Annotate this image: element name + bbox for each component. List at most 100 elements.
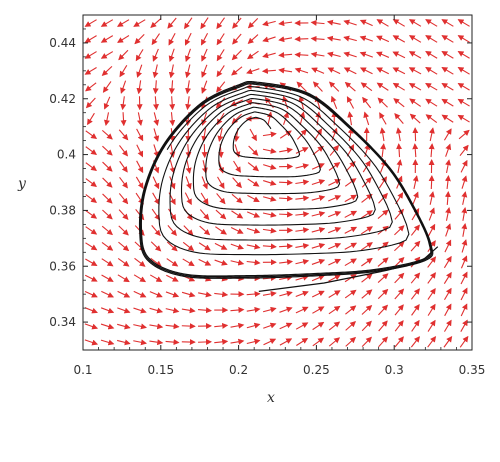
y-tick-label: 0.34 bbox=[49, 315, 76, 329]
field-arrow bbox=[282, 95, 289, 110]
field-arrow bbox=[136, 160, 144, 174]
field-arrow bbox=[343, 35, 357, 42]
field-arrow bbox=[84, 51, 97, 59]
field-arrow bbox=[100, 51, 114, 59]
field-arrow bbox=[295, 290, 309, 297]
field-arrow bbox=[376, 67, 389, 75]
field-arrow bbox=[360, 226, 373, 235]
field-arrow bbox=[216, 81, 226, 93]
field-arrow bbox=[295, 211, 310, 218]
field-arrow bbox=[133, 307, 147, 314]
field-arrow bbox=[231, 193, 243, 204]
field-arrow bbox=[168, 32, 176, 46]
field-arrow bbox=[460, 303, 468, 317]
field-arrow bbox=[231, 49, 242, 61]
y-tick-label: 0.38 bbox=[49, 203, 76, 217]
field-arrow bbox=[346, 96, 355, 109]
field-arrow bbox=[279, 259, 294, 266]
field-arrow bbox=[409, 98, 422, 107]
field-arrow bbox=[427, 256, 437, 268]
field-arrow bbox=[200, 192, 209, 205]
field-arrow bbox=[345, 321, 357, 331]
field-arrow bbox=[295, 258, 310, 265]
field-arrow bbox=[247, 50, 259, 60]
field-arrow bbox=[425, 83, 438, 91]
field-arrow bbox=[117, 290, 131, 298]
field-arrow bbox=[231, 210, 244, 219]
field-arrow bbox=[262, 211, 277, 218]
field-arrow bbox=[425, 67, 438, 75]
field-arrow bbox=[343, 67, 357, 75]
field-arrow bbox=[230, 338, 245, 345]
field-arrow bbox=[441, 82, 454, 91]
field-arrow bbox=[461, 239, 468, 253]
field-arrow bbox=[262, 52, 276, 59]
field-arrow bbox=[312, 321, 325, 331]
field-arrow bbox=[411, 207, 420, 221]
field-arrow bbox=[361, 289, 373, 299]
field-arrow bbox=[133, 339, 148, 346]
field-arrow bbox=[262, 195, 277, 202]
field-arrow bbox=[361, 320, 372, 332]
field-arrow bbox=[344, 81, 356, 92]
field-arrow bbox=[168, 208, 177, 221]
field-arrow bbox=[427, 336, 437, 348]
field-arrow bbox=[152, 64, 159, 79]
field-arrow bbox=[184, 48, 191, 62]
field-arrow bbox=[247, 162, 260, 172]
field-arrow bbox=[149, 323, 164, 330]
field-arrow bbox=[377, 273, 389, 283]
field-arrow bbox=[201, 128, 208, 143]
field-arrow bbox=[152, 80, 159, 95]
field-arrow bbox=[379, 112, 387, 125]
field-arrow bbox=[118, 241, 130, 252]
field-arrow bbox=[201, 48, 208, 62]
field-arrow bbox=[361, 273, 373, 283]
inner-spiral-trajectory bbox=[158, 86, 410, 256]
y-tick-label: 0.36 bbox=[49, 259, 76, 273]
field-arrow bbox=[181, 323, 196, 330]
field-arrow bbox=[311, 274, 325, 282]
field-arrow bbox=[328, 290, 341, 298]
field-arrow bbox=[444, 175, 451, 190]
field-arrow bbox=[84, 290, 98, 298]
field-arrow bbox=[441, 66, 454, 75]
field-arrow bbox=[101, 274, 114, 282]
field-arrow bbox=[279, 130, 292, 139]
field-arrow bbox=[133, 19, 146, 27]
field-arrow bbox=[215, 97, 226, 109]
field-arrow bbox=[248, 145, 259, 156]
field-arrow bbox=[102, 193, 113, 204]
field-arrow bbox=[445, 143, 452, 157]
field-arrow bbox=[444, 239, 452, 253]
field-arrow bbox=[169, 96, 176, 111]
field-arrow bbox=[410, 224, 420, 236]
field-arrow bbox=[279, 306, 293, 313]
field-arrow bbox=[377, 288, 389, 300]
field-arrow bbox=[377, 97, 388, 108]
field-arrow bbox=[232, 33, 242, 45]
field-arrow bbox=[101, 241, 114, 251]
field-arrow bbox=[441, 114, 454, 123]
field-arrow bbox=[166, 241, 178, 252]
field-arrow bbox=[311, 242, 326, 249]
field-arrow bbox=[461, 191, 468, 205]
field-arrow bbox=[266, 111, 273, 126]
x-tick-label: 0.3 bbox=[385, 363, 404, 377]
field-arrow bbox=[392, 51, 406, 59]
field-arrow bbox=[394, 336, 404, 348]
field-arrow bbox=[246, 211, 261, 218]
field-arrow bbox=[425, 114, 438, 124]
field-arrow bbox=[118, 209, 129, 220]
field-arrow bbox=[361, 304, 373, 315]
field-arrow bbox=[360, 210, 373, 219]
field-arrow bbox=[459, 335, 469, 348]
field-arrow bbox=[460, 255, 468, 269]
field-arrow bbox=[425, 35, 438, 43]
field-arrow bbox=[102, 209, 113, 220]
field-arrow bbox=[279, 290, 293, 297]
field-arrow bbox=[84, 67, 97, 75]
field-arrow bbox=[152, 192, 160, 205]
field-arrow bbox=[376, 82, 389, 91]
field-arrow bbox=[344, 258, 357, 267]
